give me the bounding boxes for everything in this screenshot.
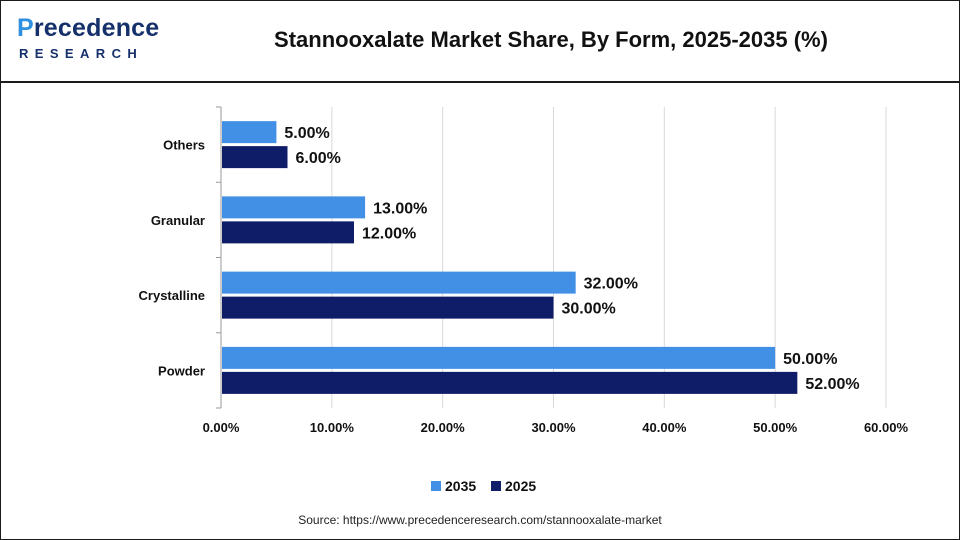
category-label: Powder bbox=[158, 363, 205, 378]
data-label: 30.00% bbox=[562, 301, 616, 318]
category-label: Granular bbox=[151, 213, 205, 228]
x-tick-label: 50.00% bbox=[753, 420, 798, 435]
logo-wordmark: Precedence bbox=[17, 14, 159, 43]
bar-2025 bbox=[222, 296, 554, 319]
logo-word-rest: recedence bbox=[33, 14, 160, 42]
bar-chart: 0.00% 10.00% 20.00% 30.00% 40.00% 50.00% 60.00… bbox=[139, 106, 909, 494]
data-label: 50.00% bbox=[783, 351, 837, 368]
legend-label: 2035 bbox=[445, 478, 476, 494]
x-tick-label: 30.00% bbox=[531, 420, 576, 435]
data-label: 32.00% bbox=[584, 276, 638, 293]
bar-2035 bbox=[222, 271, 576, 294]
legend-swatch-2035 bbox=[431, 481, 441, 491]
category-label: Crystalline bbox=[139, 288, 205, 303]
category-label: Others bbox=[163, 138, 205, 153]
bar-2025 bbox=[222, 371, 798, 394]
data-label: 5.00% bbox=[284, 125, 329, 142]
x-tick-label: 10.00% bbox=[310, 420, 355, 435]
bar-2035 bbox=[222, 196, 366, 219]
bar-2035 bbox=[222, 121, 277, 144]
data-label: 12.00% bbox=[362, 225, 416, 242]
legend-swatch-2025 bbox=[491, 481, 501, 491]
data-label: 52.00% bbox=[805, 376, 859, 393]
x-tick-label: 40.00% bbox=[642, 420, 687, 435]
chart-title: Stannooxalate Market Share, By Form, 202… bbox=[274, 27, 828, 52]
x-tick-label: 0.00% bbox=[203, 420, 240, 435]
bar-2025 bbox=[222, 221, 354, 244]
logo-lead-letter: P bbox=[17, 14, 34, 42]
x-tick-label: 60.00% bbox=[864, 420, 909, 435]
bar-2025 bbox=[222, 146, 288, 169]
logo-subtitle: RESEARCH bbox=[19, 46, 144, 61]
source-note: Source: https://www.precedenceresearch.c… bbox=[298, 513, 662, 527]
header: Precedence RESEARCH Stannooxalate Market… bbox=[1, 1, 959, 83]
legend-label: 2025 bbox=[505, 478, 536, 494]
data-label: 6.00% bbox=[296, 150, 341, 167]
x-tick-label: 20.00% bbox=[421, 420, 466, 435]
data-label: 13.00% bbox=[373, 200, 427, 217]
brand-logo: Precedence RESEARCH bbox=[17, 14, 167, 65]
bar-2035 bbox=[222, 346, 776, 369]
